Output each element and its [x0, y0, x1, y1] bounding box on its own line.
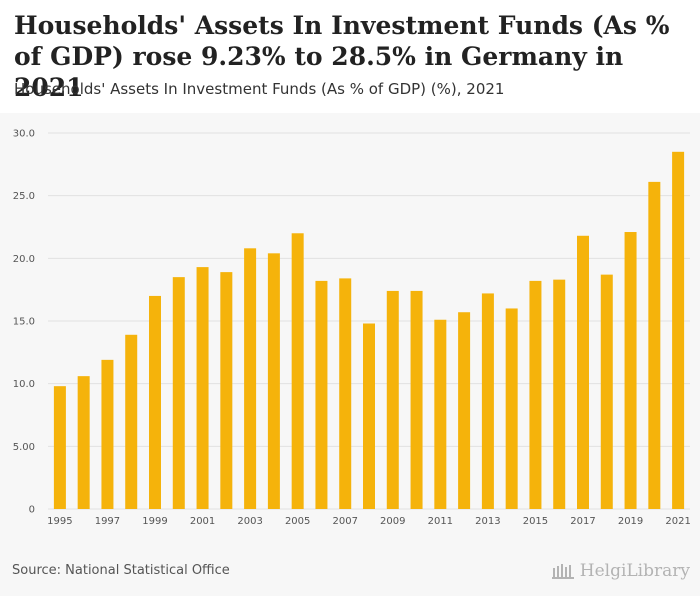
- bars: [53, 151, 685, 510]
- source-note: Source: National Statistical Office: [12, 563, 230, 578]
- bar-1995[interactable]: [53, 386, 66, 509]
- x-tick-label: 1997: [95, 516, 120, 527]
- bar-2004[interactable]: [267, 253, 280, 509]
- x-tick-label: 2003: [237, 516, 262, 527]
- y-tick-label: 20.0: [13, 254, 35, 265]
- bar-2001[interactable]: [196, 267, 209, 509]
- bar-chart: 0 5.00 10.0 15.0 20.0 25.0 30.0 1995 1997 1999 20…: [13, 129, 691, 528]
- bar-2014[interactable]: [505, 308, 518, 509]
- bar-2009[interactable]: [386, 290, 399, 509]
- y-tick-label: 25.0: [13, 191, 35, 202]
- helgilibrary-logo[interactable]: HelgiLibrary: [551, 561, 690, 581]
- bar-2010[interactable]: [410, 290, 423, 509]
- bar-2003[interactable]: [244, 248, 257, 509]
- bar-2016[interactable]: [553, 279, 566, 509]
- y-tick-label: 30.0: [13, 129, 35, 140]
- bar-1997[interactable]: [101, 359, 114, 509]
- logo-text: HelgiLibrary: [579, 561, 690, 581]
- x-tick-label: 2007: [332, 516, 357, 527]
- bar-2006[interactable]: [315, 280, 328, 509]
- page-title: Households' Assets In Investment Funds (…: [14, 11, 670, 102]
- x-tick-label: 1999: [142, 516, 167, 527]
- bar-2020[interactable]: [648, 181, 661, 509]
- bar-2002[interactable]: [220, 272, 233, 509]
- y-tick-label: 5.00: [13, 442, 35, 453]
- bar-2008[interactable]: [363, 323, 375, 509]
- x-tick-label: 2019: [618, 516, 643, 527]
- bar-2013[interactable]: [481, 293, 494, 509]
- header: Households' Assets In Investment Funds (…: [0, 0, 700, 113]
- bar-2017[interactable]: [577, 235, 589, 510]
- x-tick-label: 1995: [47, 516, 72, 527]
- x-tick-label: 2005: [285, 516, 310, 527]
- bar-1999[interactable]: [149, 295, 161, 509]
- y-tick-label: 10.0: [13, 379, 35, 390]
- x-axis-ticks: 1995 1997 1999 2001 2003 2005 2007 2009 2011 2013…: [47, 516, 691, 527]
- bar-1998[interactable]: [125, 334, 138, 509]
- bar-2007[interactable]: [339, 278, 352, 509]
- x-tick-label: 2009: [380, 516, 405, 527]
- bar-2000[interactable]: [172, 277, 185, 509]
- library-icon: [551, 564, 574, 579]
- bar-2015[interactable]: [529, 280, 542, 509]
- bar-2021[interactable]: [672, 151, 685, 510]
- x-tick-label: 2017: [570, 516, 595, 527]
- x-tick-label: 2013: [475, 516, 500, 527]
- x-tick-label: 2001: [190, 516, 215, 527]
- chart-subtitle: Households' Assets In Investment Funds (…: [14, 80, 505, 98]
- x-tick-label: 2021: [665, 516, 690, 527]
- bar-2011[interactable]: [434, 319, 447, 509]
- bar-2019[interactable]: [624, 232, 637, 509]
- y-tick-label: 15.0: [13, 317, 35, 328]
- y-axis-ticks: 0 5.00 10.0 15.0 20.0 25.0 30.0: [13, 129, 35, 516]
- y-tick-label: 0: [29, 505, 35, 516]
- bar-2018[interactable]: [600, 274, 613, 509]
- bar-1996[interactable]: [77, 376, 90, 509]
- x-tick-label: 2015: [523, 516, 548, 527]
- bar-2012[interactable]: [458, 312, 471, 509]
- bar-2005[interactable]: [291, 233, 304, 509]
- x-tick-label: 2011: [428, 516, 453, 527]
